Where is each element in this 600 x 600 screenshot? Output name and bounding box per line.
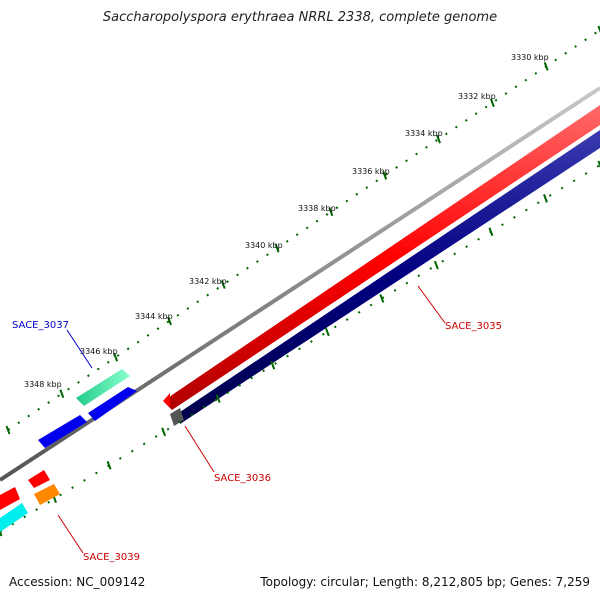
ruler-major-tick xyxy=(543,62,549,71)
inner-ruler-major-tick xyxy=(324,327,330,337)
gene-cyan[interactable] xyxy=(0,503,28,532)
gene-label-sace-3036: SACE_3036 xyxy=(214,473,271,484)
ruler-tick-label: 3342 kbp xyxy=(189,277,227,286)
gene-blue-2[interactable] xyxy=(88,387,137,421)
gene-sace-3035-forward[interactable] xyxy=(164,105,600,410)
inner-ruler-major-tick xyxy=(379,294,385,303)
label-line-sace-3039 xyxy=(57,514,84,554)
inner-ruler-major-tick xyxy=(597,160,600,168)
ruler-tick-label: 3348 kbp xyxy=(24,380,62,389)
ruler-tick-label: 3344 kbp xyxy=(135,312,173,321)
label-line-sace-3037 xyxy=(66,329,93,369)
accession-label: Accession: NC_009142 xyxy=(9,575,146,589)
gene-red-small-2[interactable] xyxy=(28,470,50,488)
ruler-tick-label: 3338 kbp xyxy=(298,204,336,213)
ruler-tick-label: 3346 kbp xyxy=(80,347,118,356)
ruler-major-tick xyxy=(220,280,226,289)
inner-ruler-major-tick xyxy=(106,460,112,470)
ruler-tick-label: 3332 kbp xyxy=(458,92,496,101)
ruler-major-tick xyxy=(328,207,334,217)
gene-label-sace-3039: SACE_3039 xyxy=(83,552,140,563)
ruler-ticks xyxy=(5,25,600,435)
inner-ruler-major-tick xyxy=(161,427,167,437)
red-arrowhead xyxy=(163,393,170,407)
gene-label-sace-3035: SACE_3035 xyxy=(445,321,502,332)
ruler-major-tick xyxy=(113,352,119,362)
inner-ruler-major-tick xyxy=(0,529,3,537)
inner-ruler-major-tick xyxy=(543,194,548,203)
outer-ruler xyxy=(5,25,600,435)
label-line-sace-3035 xyxy=(417,285,446,324)
gene-red-small-1[interactable] xyxy=(0,487,20,510)
ruler-major-tick xyxy=(167,316,172,326)
inner-ruler-major-tick xyxy=(488,227,494,237)
ruler-major-tick xyxy=(382,171,388,180)
ruler-tick-label: 3340 kbp xyxy=(245,241,283,250)
ruler-major-tick xyxy=(489,98,495,108)
ruler-major-tick xyxy=(5,425,11,435)
map-title: Saccharopolyspora erythraea NRRL 2338, c… xyxy=(102,10,498,25)
ruler-major-tick xyxy=(59,389,65,398)
gene-sace-3039-orange[interactable] xyxy=(34,484,60,505)
ruler-tick-label: 3336 kbp xyxy=(352,167,390,176)
ruler-major-tick xyxy=(436,134,441,144)
gray-gene-end xyxy=(170,408,184,426)
backbone-line xyxy=(0,86,600,482)
label-line-sace-3036 xyxy=(184,425,215,473)
inner-ruler-major-tick xyxy=(433,260,439,270)
ruler-tick-label: 3334 kbp xyxy=(405,129,443,138)
inner-ruler-major-tick xyxy=(270,360,276,370)
ruler-major-tick xyxy=(274,243,280,253)
ruler-tick-label: 3330 kbp xyxy=(511,53,549,62)
gene-sace-3037[interactable] xyxy=(76,369,130,406)
inner-ruler xyxy=(0,160,600,537)
inner-ruler-major-tick xyxy=(215,394,221,403)
gene-label-sace-3037: SACE_3037 xyxy=(12,320,69,331)
ruler-major-tick xyxy=(597,25,600,33)
outer-ruler-dots xyxy=(7,29,600,431)
gene-sace-3036-reverse[interactable] xyxy=(180,130,600,424)
gene-blue-1[interactable] xyxy=(38,415,87,448)
topology-label: Topology: circular; Length: 8,212,805 bp… xyxy=(260,575,590,589)
